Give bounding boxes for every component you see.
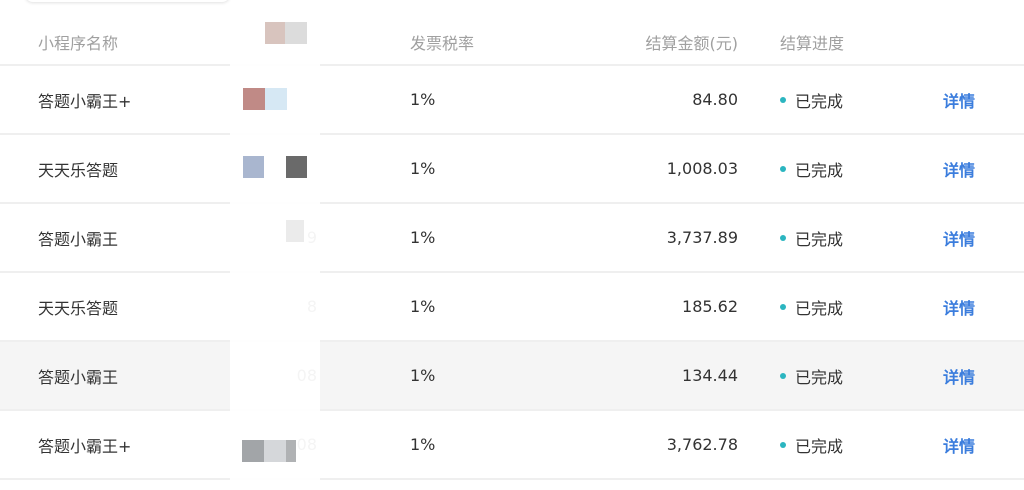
redaction-block bbox=[243, 156, 264, 178]
status-text: 已完成 bbox=[795, 91, 844, 111]
status-text: 已完成 bbox=[795, 160, 844, 180]
redaction-block bbox=[286, 220, 304, 242]
redaction-block bbox=[286, 156, 307, 178]
tax-rate: 1% bbox=[410, 228, 436, 247]
table-row: 天天乐答题 1% 1,008.03 已完成 详情 bbox=[0, 135, 1024, 204]
tax-rate: 1% bbox=[410, 159, 436, 178]
amount: 3,737.89 bbox=[666, 228, 738, 247]
redaction-block bbox=[265, 88, 287, 110]
redaction-block bbox=[242, 440, 264, 462]
status: 已完成 bbox=[780, 273, 843, 340]
tax-rate: 1% bbox=[410, 435, 436, 454]
amount: 1,008.03 bbox=[666, 159, 738, 178]
redaction-block bbox=[286, 440, 296, 462]
header-name: 小程序名称 bbox=[38, 34, 119, 53]
app-name: 天天乐答题 bbox=[38, 298, 119, 318]
status-dot-icon bbox=[780, 303, 786, 310]
status-text: 已完成 bbox=[795, 436, 844, 456]
status-text: 已完成 bbox=[795, 367, 844, 387]
redaction-block bbox=[265, 22, 285, 44]
app-name: 答题小霸王 bbox=[38, 229, 119, 249]
top-panel-edge bbox=[25, 0, 230, 2]
status-dot-icon bbox=[780, 372, 786, 379]
detail-link[interactable]: 详情 bbox=[943, 91, 976, 111]
amount: 185.62 bbox=[682, 297, 738, 316]
table-row: 答题小霸王+ 1% 84.80 已完成 详情 bbox=[0, 66, 1024, 135]
status-dot-icon bbox=[780, 441, 786, 448]
tax-rate: 1% bbox=[410, 366, 436, 385]
settlement-table: 小程序名称 发票税率 结算金额(元) 结算进度 答题小霸王+ 1% 84.80 已完成… bbox=[0, 20, 1024, 480]
app-name: 答题小霸王 bbox=[38, 367, 119, 387]
app-name: 天天乐答题 bbox=[38, 160, 119, 180]
header-status: 结算进度 bbox=[780, 34, 845, 53]
status-dot-icon bbox=[780, 165, 786, 172]
status: 已完成 bbox=[780, 135, 843, 202]
table-header: 小程序名称 发票税率 结算金额(元) 结算进度 bbox=[0, 20, 1024, 66]
status: 已完成 bbox=[780, 204, 843, 271]
detail-link[interactable]: 详情 bbox=[943, 367, 976, 387]
amount: 84.80 bbox=[692, 90, 738, 109]
amount: 134.44 bbox=[682, 366, 738, 385]
redaction-block bbox=[243, 88, 265, 110]
tax-rate: 1% bbox=[410, 90, 436, 109]
status-dot-icon bbox=[780, 96, 786, 103]
status: 已完成 bbox=[780, 66, 843, 133]
amount: 3,762.78 bbox=[666, 435, 738, 454]
header-tax: 发票税率 bbox=[410, 34, 475, 53]
detail-link[interactable]: 详情 bbox=[943, 436, 976, 456]
detail-link[interactable]: 详情 bbox=[943, 229, 976, 249]
app-name: 答题小霸王+ bbox=[38, 91, 132, 111]
status-dot-icon bbox=[780, 234, 786, 241]
status: 已完成 bbox=[780, 411, 843, 478]
detail-link[interactable]: 详情 bbox=[943, 298, 976, 318]
redaction-block bbox=[285, 22, 307, 44]
detail-link[interactable]: 详情 bbox=[943, 160, 976, 180]
status: 已完成 bbox=[780, 342, 843, 409]
status-text: 已完成 bbox=[795, 298, 844, 318]
tax-rate: 1% bbox=[410, 297, 436, 316]
status-text: 已完成 bbox=[795, 229, 844, 249]
redaction-block bbox=[264, 440, 286, 462]
app-name: 答题小霸王+ bbox=[38, 436, 132, 456]
header-amount: 结算金额(元) bbox=[645, 34, 739, 53]
